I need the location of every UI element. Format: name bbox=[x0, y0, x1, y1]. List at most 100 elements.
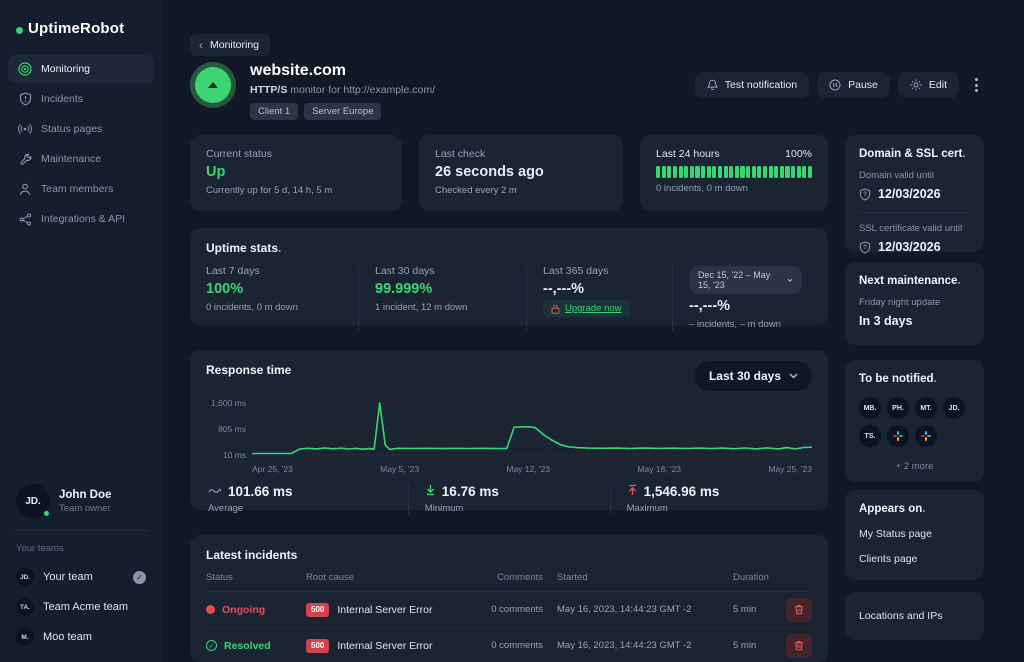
uptime-percent: 100% bbox=[785, 148, 812, 160]
bell-icon bbox=[706, 79, 718, 91]
http-status-badge: 500 bbox=[306, 602, 330, 617]
more-options-button[interactable] bbox=[967, 74, 985, 96]
incident-row[interactable]: Ongoing 500 Internal Server Error 0 comment… bbox=[206, 591, 812, 627]
uptime-bar bbox=[740, 166, 745, 178]
chevron-down-icon bbox=[787, 278, 793, 282]
notified-avatar[interactable]: TS. bbox=[859, 425, 881, 447]
response-time-chart bbox=[252, 402, 812, 456]
shield-icon: ? bbox=[859, 187, 871, 201]
sidebar-item-label: Team members bbox=[41, 183, 114, 195]
uptime-bar bbox=[684, 166, 689, 178]
incident-status: Ongoing bbox=[222, 603, 266, 616]
range-dropdown[interactable]: Last 30 days bbox=[694, 361, 812, 391]
uptime-bar bbox=[729, 166, 734, 178]
x-axis-labels: Apr 25, '23 May 5, '23 May 12, '23 May 18, … bbox=[252, 464, 812, 474]
uptime-bar bbox=[768, 166, 773, 178]
locations-ips-button[interactable]: Locations and IPs bbox=[845, 592, 984, 640]
maximum-icon bbox=[627, 484, 638, 499]
notified-avatar[interactable]: MB. bbox=[859, 397, 881, 419]
edit-button[interactable]: Edit bbox=[897, 72, 959, 98]
notified-avatar[interactable]: MT. bbox=[915, 397, 937, 419]
sidebar-item-label: Monitoring bbox=[41, 63, 91, 75]
domain-valid-date: 12/03/2026 bbox=[878, 187, 941, 201]
share-icon bbox=[18, 212, 32, 226]
x-tick: May 5, '23 bbox=[380, 464, 420, 474]
y-axis-labels: 1,600 ms 805 ms 10 ms bbox=[206, 397, 252, 461]
sidebar-item-status-pages[interactable]: Status pages bbox=[8, 115, 154, 143]
sidebar-item-monitoring[interactable]: Monitoring bbox=[8, 55, 154, 83]
team-avatar: M. bbox=[16, 628, 34, 646]
appears-on-link[interactable]: My Status page bbox=[859, 528, 932, 540]
avatar: JD. bbox=[16, 484, 50, 518]
sidebar-nav: Monitoring Incidents Status pages Maintenan… bbox=[0, 55, 162, 233]
appears-on-link[interactable]: Clients page bbox=[859, 553, 918, 565]
user-name: John Doe bbox=[59, 488, 112, 501]
uptime-bar bbox=[672, 166, 677, 178]
more-notified[interactable]: + 2 more bbox=[895, 461, 934, 472]
team-item-team-acme-team[interactable]: TA. Team Acme team bbox=[0, 592, 162, 622]
integration-avatar-icon[interactable] bbox=[887, 425, 909, 447]
tag-row: Client 1 Server Europe bbox=[250, 103, 435, 120]
uptime-bar bbox=[791, 166, 796, 178]
sidebar-item-maintenance[interactable]: Maintenance bbox=[8, 145, 154, 173]
wrench-icon bbox=[18, 152, 32, 166]
pause-button[interactable]: Pause bbox=[817, 72, 890, 98]
uptime-value: --,---% bbox=[543, 281, 585, 297]
uptime-columns: Last 7 days 100% 0 incidents, 0 m down Last… bbox=[206, 265, 812, 330]
logo-dot-icon bbox=[16, 27, 23, 34]
team-name: Team Acme team bbox=[43, 601, 128, 613]
monitor-actions: Test notification Pause Edit bbox=[694, 72, 985, 98]
notified-avatars: MB. PH. MT. JD. TS. bbox=[859, 397, 970, 447]
status-value: Up bbox=[206, 164, 226, 180]
uptime-bar bbox=[751, 166, 756, 178]
x-tick: May 12, '23 bbox=[506, 464, 551, 474]
integration-avatar-icon[interactable] bbox=[915, 425, 937, 447]
incident-row[interactable]: ✓ Resolved 500 Internal Server Error 0 comme… bbox=[206, 627, 812, 662]
uptime-bar bbox=[712, 166, 717, 178]
response-time-stats: 101.66 ms Average 16.76 ms Minimum 1,546.96 … bbox=[206, 484, 812, 514]
user-profile[interactable]: JD. John Doe Team owner bbox=[0, 474, 162, 530]
notified-avatar[interactable]: JD. bbox=[943, 397, 965, 419]
incidents-title: Latest incidents bbox=[206, 548, 298, 562]
sidebar-item-incidents[interactable]: Incidents bbox=[8, 85, 154, 113]
uptime-bar bbox=[774, 166, 779, 178]
upgrade-now-link[interactable]: Upgrade now bbox=[543, 300, 630, 317]
notified-avatar[interactable]: PH. bbox=[887, 397, 909, 419]
sidebar-item-team-members[interactable]: Team members bbox=[8, 175, 154, 203]
last-check-card: Last check 26 seconds ago Checked every … bbox=[419, 135, 623, 211]
sidebar-item-integrations-api[interactable]: Integrations & API bbox=[8, 205, 154, 233]
team-item-moo-team[interactable]: M. Moo team bbox=[0, 622, 162, 652]
uptime-stat-col-1: Last 7 days 100% 0 incidents, 0 m down bbox=[206, 265, 358, 330]
uptimerobot-logo[interactable]: UptimeRobot bbox=[0, 0, 162, 55]
incident-comments: 0 comments bbox=[491, 640, 543, 651]
main-content: ‹ Monitoring website.com HTTP/S monitor … bbox=[190, 0, 828, 662]
average-icon bbox=[208, 484, 222, 499]
last-check-value: 26 seconds ago bbox=[435, 164, 544, 180]
radar-icon bbox=[18, 62, 32, 76]
delete-incident-button[interactable] bbox=[786, 633, 812, 658]
svg-text:?: ? bbox=[863, 191, 867, 197]
selected-check-icon: ✓ bbox=[133, 570, 146, 584]
shield-alert-icon bbox=[18, 92, 32, 106]
y-tick: 1,600 ms bbox=[211, 398, 246, 408]
date-range-dropdown[interactable]: Dec 15, '22 – May 15, '23 bbox=[689, 266, 802, 294]
uptime-value: 99.999% bbox=[375, 281, 433, 297]
response-time-card: Response time Last 30 days 1,600 ms 805 m… bbox=[190, 350, 828, 514]
sidebar-item-label: Maintenance bbox=[41, 153, 102, 165]
rt-stat-average: 101.66 ms Average bbox=[208, 484, 293, 514]
uptime-stats-card: Uptime stats. Last 7 days 100% 0 incidents… bbox=[190, 228, 828, 330]
logo-text: UptimeRobot bbox=[28, 20, 125, 37]
gear-icon bbox=[910, 79, 922, 91]
stat-cards-row: Current status Up Currently up for 5 d, … bbox=[190, 135, 828, 211]
monitor-tag[interactable]: Client 1 bbox=[250, 103, 299, 120]
delete-incident-button[interactable] bbox=[786, 597, 812, 622]
breadcrumb-monitoring[interactable]: ‹ Monitoring bbox=[190, 34, 271, 56]
incident-duration: 5 min bbox=[733, 604, 757, 615]
team-item-your-team[interactable]: JD. Your team ✓ bbox=[0, 562, 162, 592]
uptime-stat-col-4: Dec 15, '22 – May 15, '23 --,---% – incide… bbox=[672, 265, 812, 330]
test-notification-button[interactable]: Test notification bbox=[694, 72, 810, 98]
x-tick: Apr 25, '23 bbox=[252, 464, 293, 474]
monitor-tag[interactable]: Server Europe bbox=[304, 103, 382, 120]
y-tick: 10 ms bbox=[222, 450, 246, 460]
next-maintenance-card: Next maintenance. Friday night update In… bbox=[845, 262, 984, 345]
